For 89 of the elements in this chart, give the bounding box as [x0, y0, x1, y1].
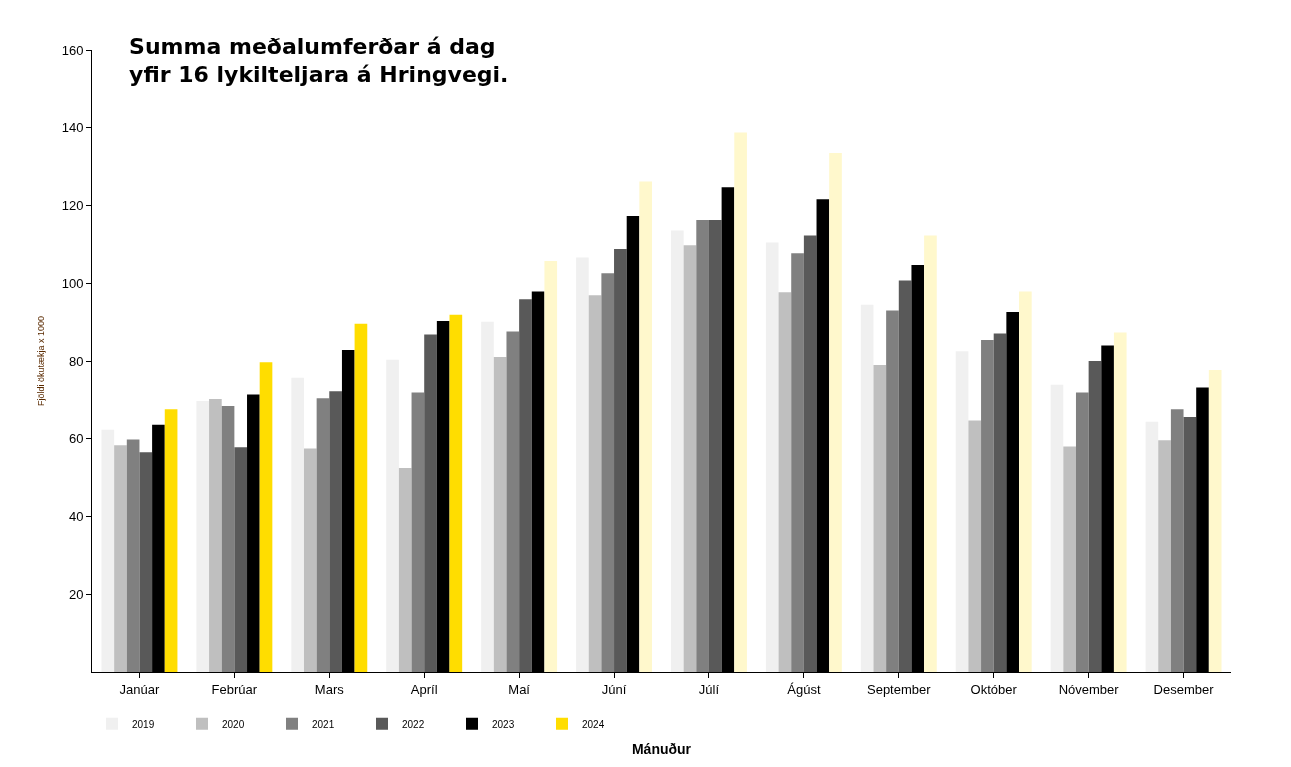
bar — [955, 351, 969, 672]
bar — [873, 364, 887, 672]
bar — [493, 357, 507, 672]
bar — [101, 429, 115, 672]
bar — [601, 273, 615, 672]
y-tick-label: 60 — [68, 431, 84, 447]
bar — [209, 399, 222, 672]
bar — [803, 235, 817, 672]
bar — [778, 292, 792, 672]
bar — [1088, 361, 1102, 672]
bar — [1063, 446, 1076, 672]
bar — [924, 235, 937, 672]
bar — [519, 299, 532, 672]
bar — [1170, 409, 1184, 672]
legend-label: 2020 — [222, 718, 245, 730]
bar — [968, 420, 982, 672]
bar — [303, 448, 317, 672]
bar — [506, 331, 520, 672]
legend-label: 2022 — [402, 718, 425, 730]
y-tick-label: 40 — [68, 509, 84, 525]
bar — [708, 219, 722, 672]
bar — [386, 359, 399, 672]
bar — [981, 340, 994, 672]
bar — [683, 245, 697, 672]
bar — [639, 181, 653, 672]
bar — [1075, 392, 1089, 672]
bar — [993, 333, 1007, 672]
bar — [234, 447, 248, 672]
x-tick-label: Október — [970, 681, 1018, 697]
bar — [139, 452, 153, 672]
bar — [316, 398, 330, 672]
x-tick-label: Desember — [1153, 681, 1215, 697]
bar — [614, 249, 627, 672]
x-tick-label: Mars — [314, 681, 345, 697]
bar — [544, 261, 558, 672]
bar — [588, 295, 602, 672]
bar — [670, 230, 684, 672]
y-tick-label: 20 — [68, 586, 84, 602]
x-tick-label: Maí — [508, 681, 531, 697]
bar — [886, 310, 899, 672]
chart-title: Summa meðalumferðar á dag yfir 16 lykilteljara á Hringvegi. — [129, 33, 509, 88]
bar — [1019, 291, 1032, 672]
bar — [1183, 416, 1197, 672]
bar — [449, 314, 463, 672]
legend-label: 2024 — [582, 718, 605, 730]
y-tick-label: 100 — [61, 275, 84, 291]
bar — [329, 391, 342, 672]
x-axis-title: Mánuður — [631, 740, 692, 757]
bar — [1050, 384, 1064, 672]
bar — [765, 242, 779, 672]
bar — [1208, 369, 1222, 672]
x-tick-label: September — [866, 681, 932, 697]
bar — [1158, 440, 1171, 672]
x-tick-label: Júlí — [698, 681, 720, 697]
bar — [860, 304, 874, 672]
y-tick-label: 140 — [61, 120, 84, 136]
x-tick-label: Apríl — [410, 681, 438, 697]
x-tick-label: Júní — [601, 681, 627, 697]
bar — [164, 409, 178, 672]
bar — [696, 219, 709, 672]
bar — [221, 406, 235, 672]
bar — [734, 132, 747, 672]
bar — [481, 321, 494, 672]
x-tick-label: Nóvember — [1058, 681, 1120, 697]
bar — [354, 323, 368, 672]
legend-label: 2019 — [132, 718, 155, 730]
bar — [114, 445, 127, 672]
bar — [1145, 421, 1159, 672]
y-tick-label: 160 — [61, 42, 84, 58]
y-axis-title: Fjöldi ökutækja x 1000 — [36, 315, 47, 407]
bar — [126, 439, 140, 672]
y-tick-label: 120 — [61, 198, 84, 214]
bar — [196, 401, 210, 672]
x-tick-label: Febrúar — [211, 681, 258, 697]
bar — [829, 153, 842, 672]
x-tick-label: Janúar — [119, 681, 160, 697]
bar — [291, 377, 304, 672]
y-tick-label: 80 — [68, 353, 84, 369]
bar — [411, 392, 425, 672]
bar — [576, 257, 589, 672]
legend-label: 2023 — [492, 718, 515, 730]
legend-label: 2021 — [312, 718, 335, 730]
bar — [1113, 332, 1127, 672]
bar — [791, 253, 804, 672]
bar — [259, 362, 273, 672]
bar — [398, 467, 412, 672]
x-tick-label: Ágúst — [787, 681, 821, 697]
bar — [898, 280, 912, 672]
bar — [424, 334, 437, 672]
